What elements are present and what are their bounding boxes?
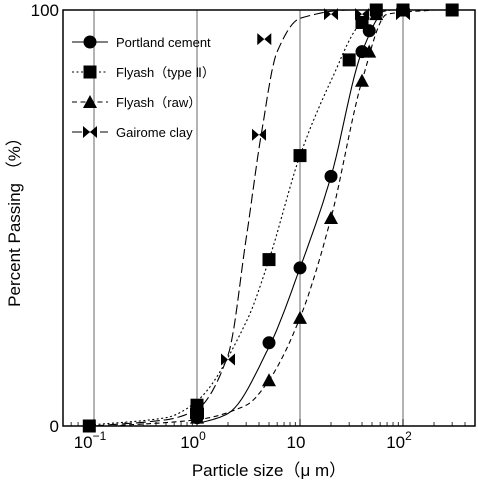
x-tick-label: 102 [386,429,412,452]
legend-marker [83,95,97,108]
legend-marker [83,126,97,138]
legend: Portland cement Flyash（type Ⅱ） Flyash（raw）… [72,35,215,140]
data-point [262,336,276,350]
legend-marker [83,65,97,79]
data-point [190,398,204,412]
data-point [221,353,236,366]
x-tick-label: 10−1 [74,429,107,452]
data-point [257,33,272,46]
series-line-0 [196,9,434,425]
legend-label: Flyash（type Ⅱ） [116,65,215,80]
data-point [396,8,411,21]
x-tick-label: 10 [287,433,306,452]
grid [93,10,404,426]
x-axis-title: Particle size（μ m） [192,461,346,480]
data-point [293,261,307,275]
data-point [293,310,308,324]
y-tick-label: 0 [50,417,59,436]
data-point [262,373,276,387]
data-point [342,53,356,67]
data-point [252,128,267,141]
data-point [293,149,307,163]
data-point [445,3,459,17]
x-tick-label: 100 [180,429,206,452]
y-axis-title: Percent Passing （%） [5,129,24,307]
data-point [190,407,205,420]
data-point [369,7,384,21]
legend-marker [83,35,97,49]
legend-label: Flyash（raw） [116,95,201,110]
legend-label: Portland cement [116,35,211,50]
data-point [362,44,377,58]
y-tick-label: 100 [31,1,59,20]
data-point [355,8,370,21]
data-point [324,8,339,21]
data-point [324,211,339,224]
data-point [262,253,276,267]
data-point [190,410,205,424]
data-point [324,169,338,183]
data-point [355,15,369,29]
legend-label: Gairome clay [116,125,193,140]
data-point [82,419,96,433]
series-line-3 [93,9,434,427]
series-markers [82,3,459,433]
data-point [355,73,370,87]
